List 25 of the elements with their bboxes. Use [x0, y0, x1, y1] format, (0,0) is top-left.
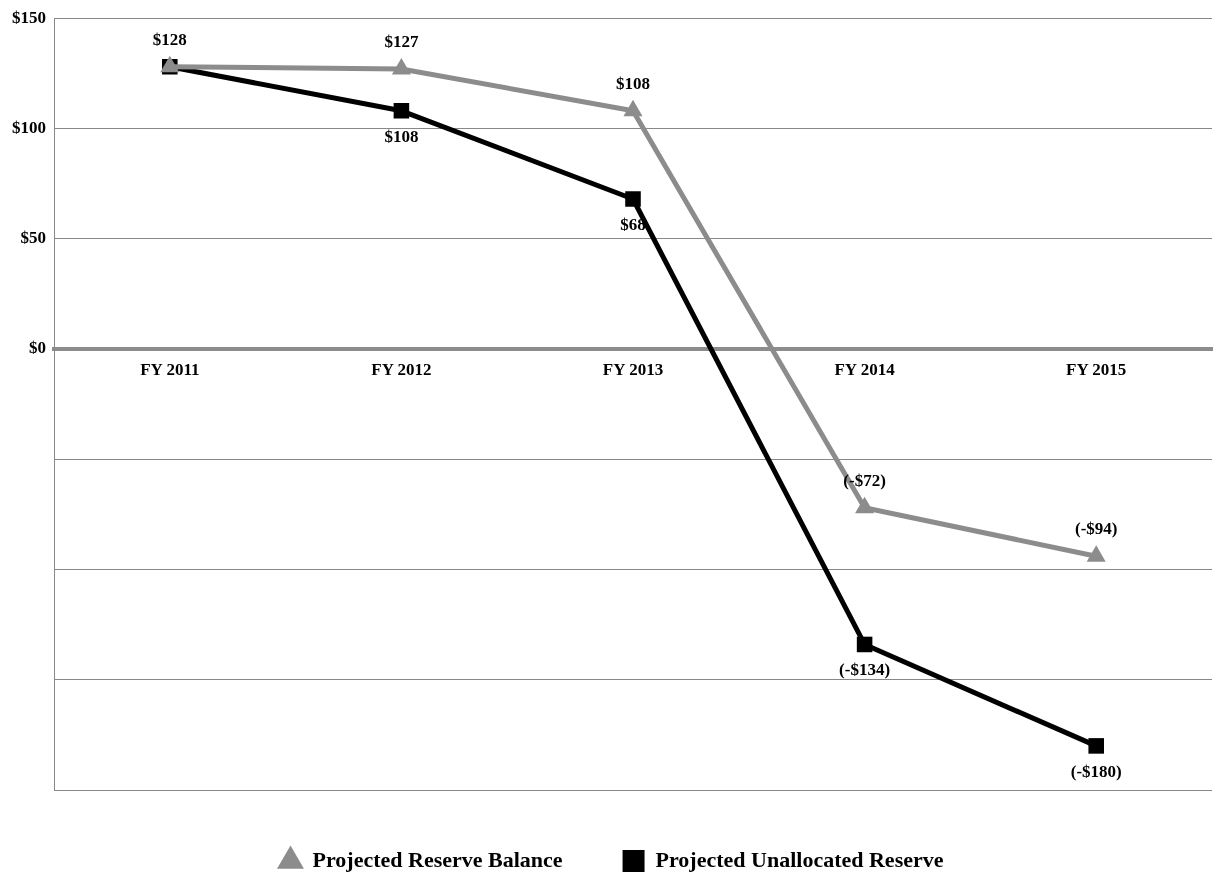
- data-label: $127: [384, 31, 419, 51]
- point: [391, 57, 411, 75]
- y-tick-label: $0: [29, 338, 46, 358]
- data-label: $128: [152, 29, 187, 49]
- legend-label: Projected Unallocated Reserve: [655, 846, 944, 872]
- x-tick-label: FY 2013: [602, 359, 664, 379]
- x-tick-label: FY 2012: [371, 359, 432, 379]
- y-tick-label: $100: [12, 117, 46, 137]
- x-tick-label: FY 2011: [140, 359, 200, 379]
- x-tick-label: FY 2015: [1066, 359, 1127, 379]
- data-label: $108: [384, 126, 419, 146]
- data-label: (-$134): [839, 660, 891, 680]
- x-tick-label: FY 2014: [834, 359, 896, 379]
- point: [1086, 545, 1106, 562]
- data-label: (-$94): [1074, 519, 1118, 539]
- point: [855, 496, 875, 514]
- legend-label: Projected Reserve Balance: [312, 846, 563, 872]
- point: [1088, 738, 1104, 754]
- data-label: (-$72): [843, 470, 886, 490]
- point: [623, 99, 643, 117]
- data-label: (-$180): [1070, 761, 1122, 781]
- y-tick-label: $150: [12, 7, 46, 27]
- y-tick-label: $50: [20, 228, 46, 248]
- point: [856, 636, 873, 653]
- data-label: $108: [616, 73, 650, 93]
